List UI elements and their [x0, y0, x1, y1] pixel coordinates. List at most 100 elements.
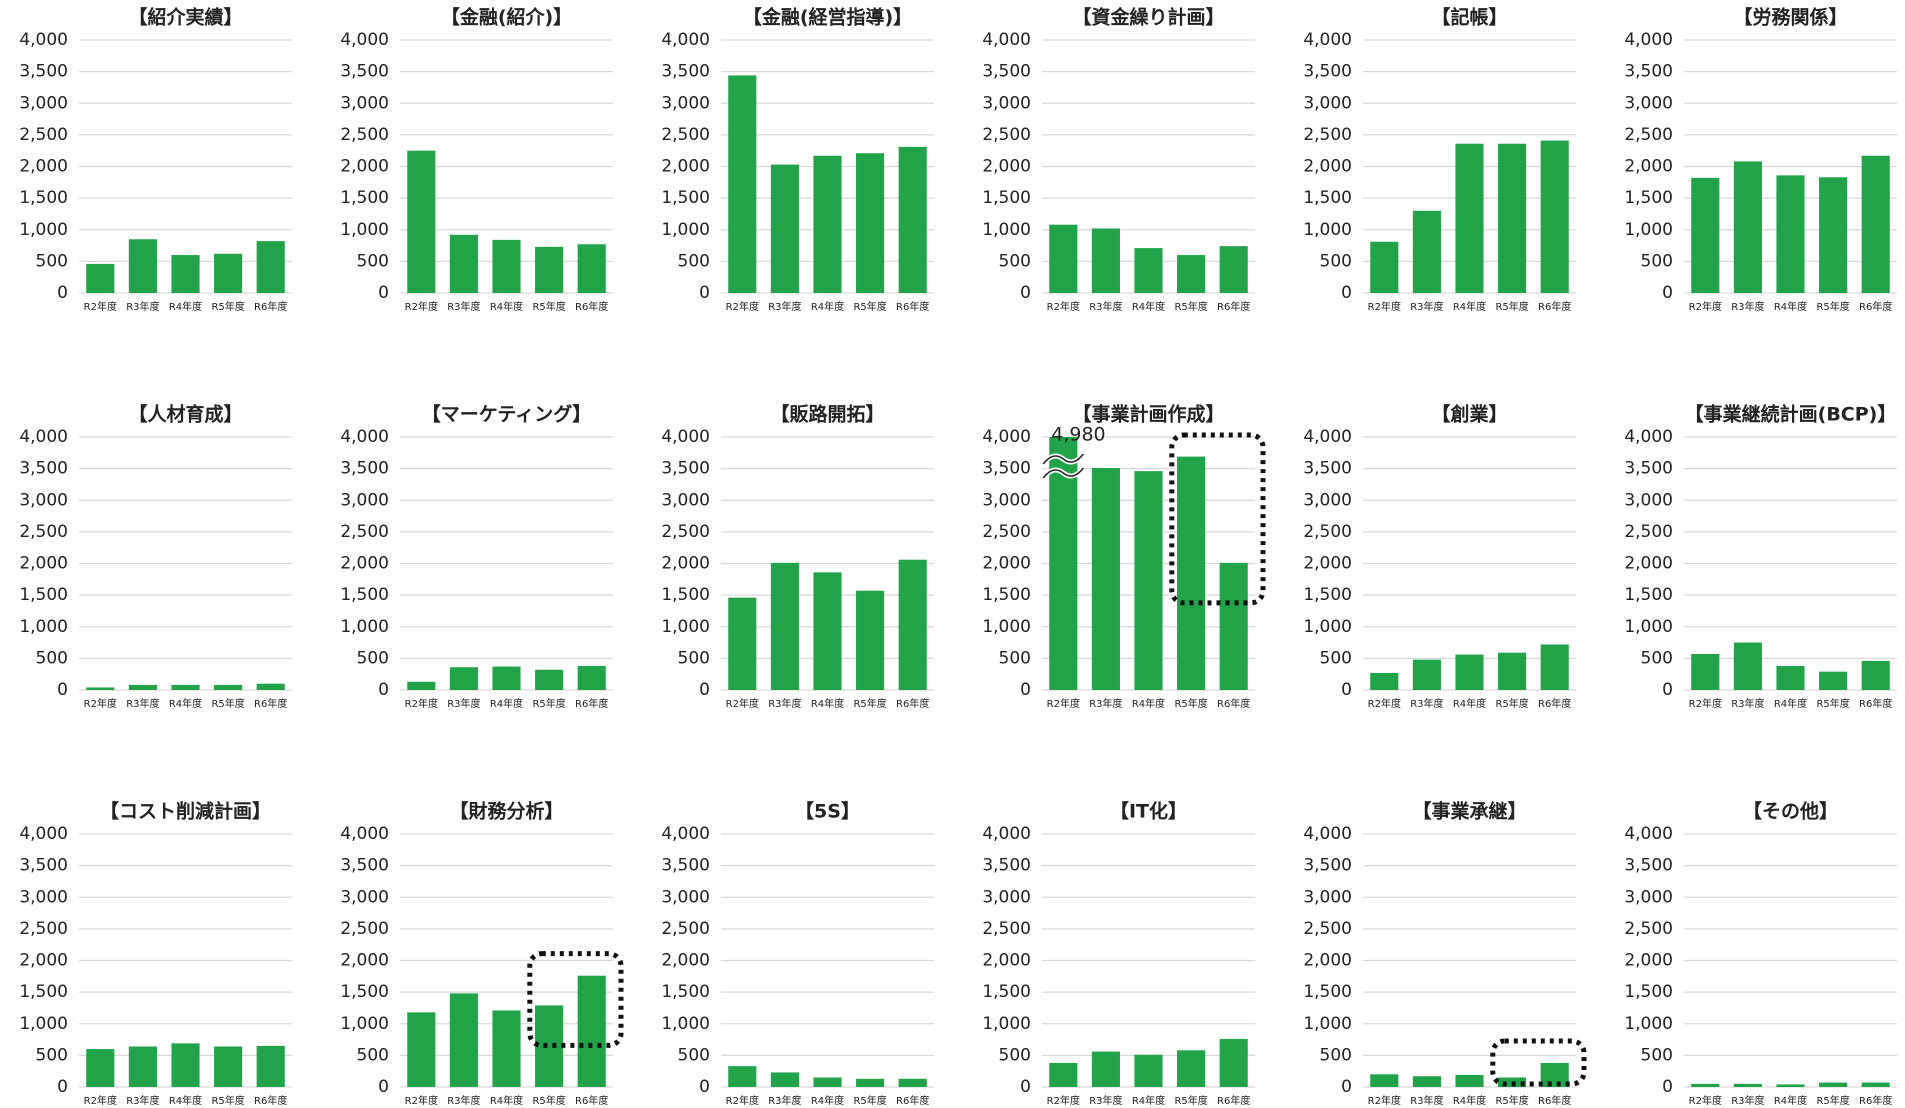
y-tick-label: 3,500 [1303, 62, 1352, 82]
bar [407, 150, 436, 293]
y-tick-label: 2,500 [1624, 919, 1673, 939]
y-tick-label: 500 [36, 251, 68, 271]
y-tick-label: 2,000 [340, 157, 389, 177]
x-tick-label: R3年度 [1089, 697, 1122, 710]
bar [1091, 467, 1120, 690]
x-tick-label: R3年度 [447, 1094, 480, 1107]
y-tick-label: 1,000 [1303, 1014, 1352, 1034]
y-tick-label: 2,500 [340, 125, 389, 145]
y-tick-label: 1,000 [982, 220, 1031, 240]
y-tick-label: 3,000 [1624, 490, 1673, 510]
x-tick-label: R3年度 [1410, 697, 1443, 710]
chart-panel: 【その他】 0 500 1,000 1,500 2,000 2,500 3,000 3,500 4… [1624, 800, 1897, 1107]
y-tick-label: 2,500 [1303, 522, 1352, 542]
chart-title: 【5S】 [795, 800, 860, 823]
y-tick-label: 1,000 [19, 220, 68, 240]
x-tick-label: R6年度 [1538, 300, 1571, 313]
bar [1498, 143, 1527, 293]
bar [407, 1012, 436, 1087]
y-tick-label: 3,500 [1303, 856, 1352, 876]
x-tick-label: R6年度 [575, 697, 608, 710]
chart-panel: 【金融(紹介)】 0 500 1,000 1,500 2,000 2,500 3,000 3,5… [340, 6, 613, 313]
x-tick-label: R5年度 [1816, 300, 1849, 313]
x-tick-label: R2年度 [405, 300, 438, 313]
y-tick-label: 500 [36, 1045, 68, 1065]
chart-panel: 【人材育成】 0 500 1,000 1,500 2,000 2,500 3,000 3,500… [19, 403, 292, 710]
y-tick-label: 4,000 [1624, 427, 1673, 447]
y-tick-label: 2,000 [1303, 951, 1352, 971]
y-tick-label: 1,500 [1624, 585, 1673, 605]
y-tick-label: 3,500 [1624, 459, 1673, 479]
x-tick-label: R5年度 [532, 1094, 565, 1107]
y-tick-label: 500 [357, 251, 389, 271]
x-tick-label: R2年度 [1368, 300, 1401, 313]
x-tick-label: R4年度 [490, 1094, 523, 1107]
bar [1455, 654, 1484, 690]
bar [214, 1046, 243, 1087]
chart-title: 【金融(紹介)】 [441, 6, 572, 29]
x-tick-label: R3年度 [1410, 300, 1443, 313]
y-tick-label: 500 [678, 251, 710, 271]
chart-title: 【資金繰り計画】 [1072, 6, 1224, 29]
y-tick-label: 0 [57, 283, 68, 303]
bar [1455, 1074, 1484, 1087]
y-tick-label: 3,500 [982, 856, 1031, 876]
chart-panel: 【マーケティング】 0 500 1,000 1,500 2,000 2,500 3,000 3,… [340, 403, 613, 710]
bar [577, 665, 606, 690]
y-tick-label: 4,000 [982, 30, 1031, 50]
chart-panel: 【記帳】 0 500 1,000 1,500 2,000 2,500 3,000 3,500 4,… [1303, 6, 1576, 313]
y-tick-label: 0 [378, 680, 389, 700]
y-tick-label: 1,500 [1624, 982, 1673, 1002]
y-tick-label: 500 [999, 648, 1031, 668]
chart-title: 【販路開拓】 [770, 403, 884, 426]
y-tick-label: 2,500 [19, 125, 68, 145]
bar [728, 1066, 757, 1087]
bars [1691, 642, 1890, 690]
chart-title: 【記帳】 [1431, 6, 1507, 29]
x-tick-label: R6年度 [1217, 697, 1250, 710]
chart-title: 【紹介実績】 [128, 6, 242, 29]
y-tick-label: 0 [378, 283, 389, 303]
bar [770, 562, 799, 690]
bar [856, 1078, 885, 1087]
y-tick-label: 3,500 [661, 459, 710, 479]
y-tick-label: 2,500 [19, 919, 68, 939]
chart-title: 【IT化】 [1110, 800, 1187, 823]
chart-title: 【財務分析】 [449, 800, 563, 823]
y-tick-label: 2,500 [19, 522, 68, 542]
y-tick-label: 3,000 [661, 490, 710, 510]
bar [449, 667, 478, 690]
x-tick-label: R4年度 [490, 697, 523, 710]
chart-panel: 【紹介実績】 0 500 1,000 1,500 2,000 2,500 3,000 3,500… [19, 6, 292, 313]
bar [535, 1005, 564, 1087]
bar [1540, 644, 1569, 690]
bars [1049, 437, 1248, 690]
chart-panel: 【財務分析】 0 500 1,000 1,500 2,000 2,500 3,000 3,500… [340, 800, 624, 1107]
bar [898, 559, 927, 690]
y-tick-label: 3,000 [340, 887, 389, 907]
x-tick-label: R2年度 [1689, 1094, 1722, 1107]
y-tick-label: 1,500 [661, 585, 710, 605]
bar [1370, 1074, 1399, 1087]
chart-title: 【マーケティング】 [422, 403, 591, 426]
y-tick-label: 3,500 [982, 459, 1031, 479]
x-tick-label: R6年度 [896, 300, 929, 313]
x-tick-label: R5年度 [1174, 1094, 1207, 1107]
x-tick-label: R4年度 [1774, 1094, 1807, 1107]
x-tick-label: R5年度 [532, 300, 565, 313]
y-tick-label: 1,500 [19, 188, 68, 208]
y-tick-label: 500 [36, 648, 68, 668]
chart-title: 【事業承継】 [1412, 800, 1526, 823]
bar [449, 993, 478, 1087]
x-tick-label: R6年度 [575, 1094, 608, 1107]
x-tick-label: R6年度 [254, 1094, 287, 1107]
y-tick-label: 2,000 [340, 554, 389, 574]
chart-title: 【金融(経営指導)】 [743, 6, 912, 29]
bar [1412, 210, 1441, 293]
y-tick-label: 3,000 [982, 93, 1031, 113]
bar [1776, 1084, 1805, 1087]
value-label: 4,980 [1051, 424, 1105, 446]
y-tick-label: 3,500 [661, 856, 710, 876]
bar [1776, 175, 1805, 293]
bar [1540, 140, 1569, 293]
